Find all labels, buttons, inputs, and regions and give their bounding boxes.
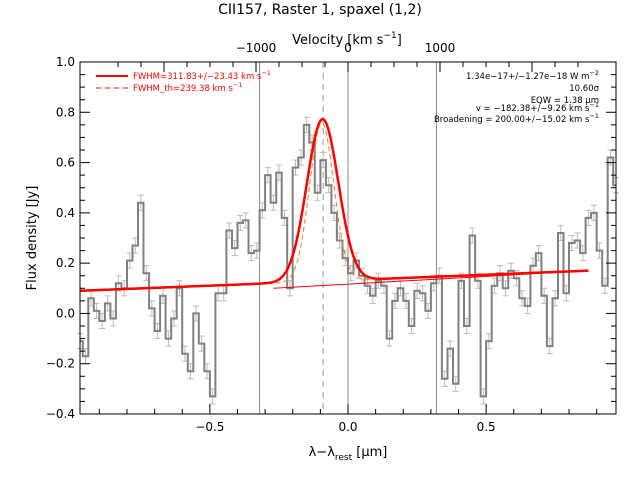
x-tick-label: −0.5	[195, 420, 224, 434]
y-tick-label: 1.0	[56, 55, 75, 69]
series-layer	[79, 117, 616, 398]
x-tick-label: 0.0	[338, 420, 357, 434]
spectrum-histogram	[80, 123, 616, 398]
top-tick-label: 1000	[425, 41, 456, 55]
x-axis-label: λ−λrest [μm]	[309, 445, 388, 463]
annotation-velocity: v = −182.38+/−9.26 km s−1	[476, 101, 599, 114]
legend-label-fwhm-th: FWHM_th=239.38 km s−1	[133, 81, 242, 94]
annotation-broadening: Broadening = 200.00+/−15.02 km s−1	[434, 112, 599, 125]
chart-title: CII157, Raster 1, spaxel (1,2)	[218, 2, 422, 18]
x-tick-label: 0.5	[477, 420, 496, 434]
legend-label-fwhm: FWHM=311.83+/−23.43 km s−1	[133, 69, 271, 82]
y-tick-label: 0.4	[56, 206, 75, 220]
fit-annotations: 1.34e−17+/−1.27e−18 W m−2 10.60σ EQW = 1…	[434, 69, 600, 125]
top-tick-label: −1000	[236, 41, 277, 55]
y-axis-label: Flux density [Jy]	[25, 186, 40, 291]
y-tick-label: 0.2	[56, 256, 75, 270]
legend: FWHM=311.83+/−23.43 km s−1 FWHM_th=239.3…	[96, 69, 271, 94]
fit-model-curve	[79, 117, 589, 293]
top-axis-label: Velocity [km s−1]	[292, 31, 402, 48]
y-tick-label: −0.4	[46, 407, 75, 421]
annotation-significance: 10.60σ	[569, 84, 599, 94]
annotation-flux: 1.34e−17+/−1.27e−18 W m−2	[466, 69, 599, 82]
annotation-eqw: EQW = 1.38 μm	[531, 96, 599, 106]
y-tick-label: 0.6	[56, 156, 75, 170]
axis-ticks: −0.5 0.0 0.5 −0.4 −0.2 0.0 0.2 0.4 0.6 0.8 1.0 −100…	[46, 41, 616, 434]
y-tick-label: 0.0	[56, 306, 75, 320]
top-tick-label: 0	[344, 41, 352, 55]
y-tick-label: −0.2	[46, 357, 75, 371]
y-tick-label: 0.8	[56, 105, 75, 119]
